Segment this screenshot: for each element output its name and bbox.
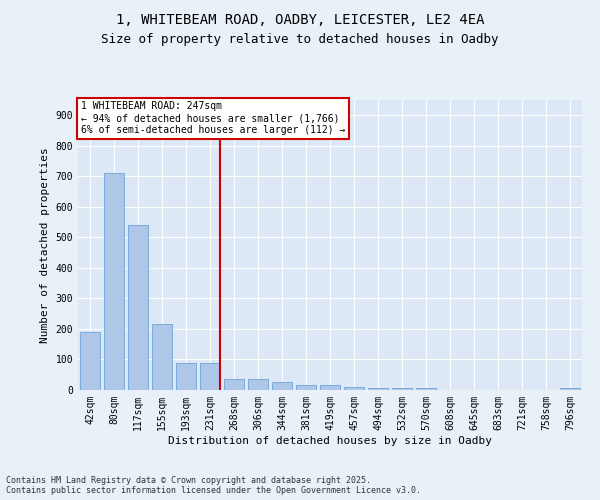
- Bar: [344, 387, 364, 390]
- Text: Contains HM Land Registry data © Crown copyright and database right 2025.
Contai: Contains HM Land Registry data © Crown c…: [6, 476, 421, 495]
- Bar: [128, 225, 148, 390]
- Y-axis label: Number of detached properties: Number of detached properties: [40, 147, 50, 343]
- Bar: [248, 380, 268, 390]
- Bar: [392, 388, 412, 390]
- Bar: [104, 174, 124, 390]
- Bar: [272, 382, 292, 390]
- Text: 1, WHITEBEAM ROAD, OADBY, LEICESTER, LE2 4EA: 1, WHITEBEAM ROAD, OADBY, LEICESTER, LE2…: [116, 12, 484, 26]
- Bar: [80, 332, 100, 390]
- Bar: [416, 388, 436, 390]
- Bar: [224, 380, 244, 390]
- Bar: [200, 362, 220, 390]
- Bar: [320, 386, 340, 390]
- Bar: [560, 388, 580, 390]
- X-axis label: Distribution of detached houses by size in Oadby: Distribution of detached houses by size …: [168, 436, 492, 446]
- Bar: [368, 388, 388, 390]
- Text: 1 WHITEBEAM ROAD: 247sqm
← 94% of detached houses are smaller (1,766)
6% of semi: 1 WHITEBEAM ROAD: 247sqm ← 94% of detach…: [80, 102, 345, 134]
- Bar: [176, 362, 196, 390]
- Bar: [152, 324, 172, 390]
- Text: Size of property relative to detached houses in Oadby: Size of property relative to detached ho…: [101, 32, 499, 46]
- Bar: [296, 386, 316, 390]
